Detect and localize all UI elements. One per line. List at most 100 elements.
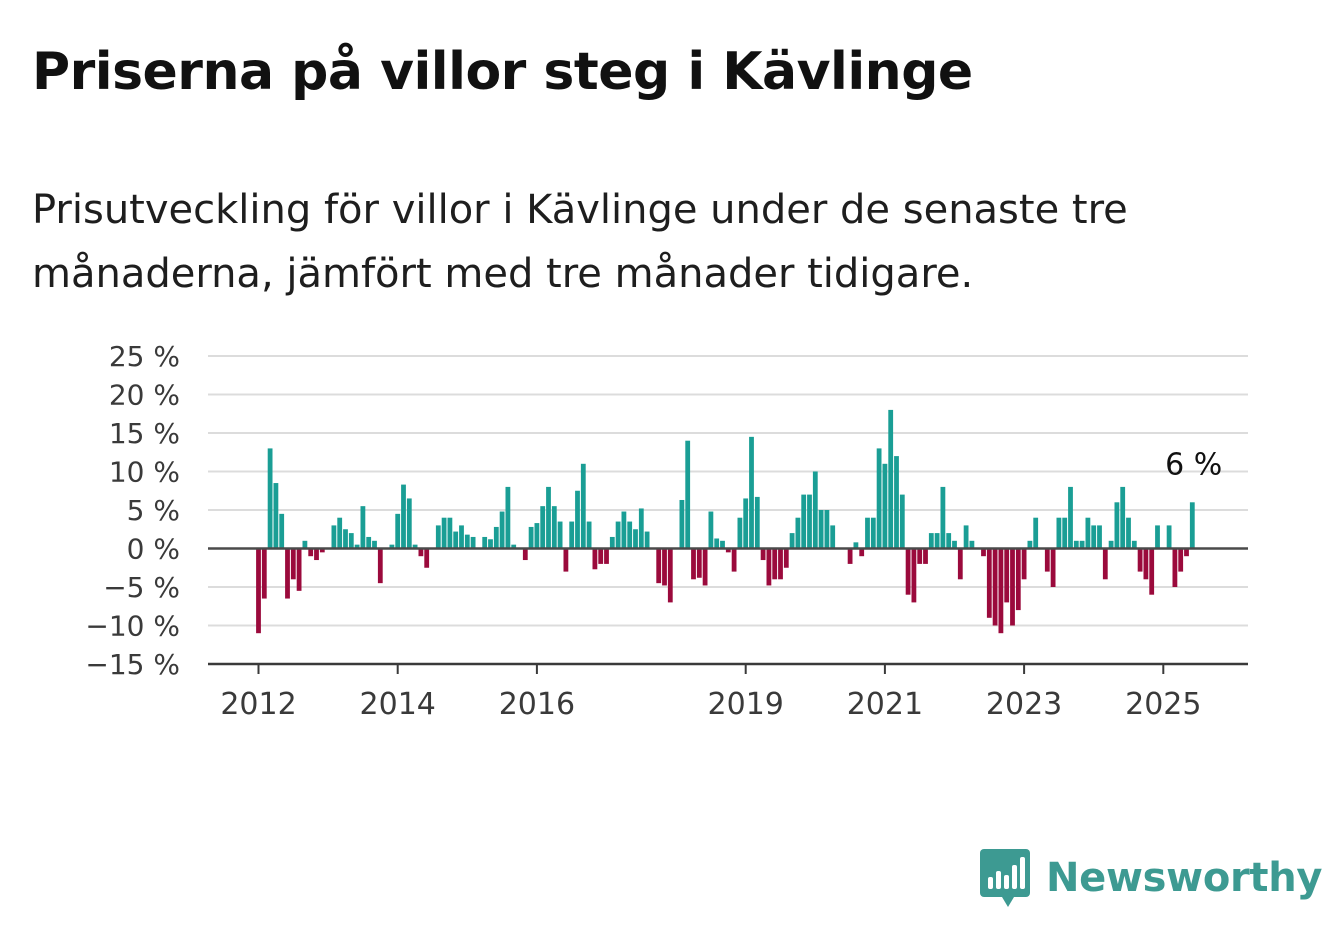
bar <box>261 548 267 599</box>
x-tick-label: 2021 <box>847 687 923 722</box>
bar <box>1108 540 1114 549</box>
bar <box>725 548 731 553</box>
bar <box>557 521 563 549</box>
bar <box>540 506 546 549</box>
bar <box>969 540 975 549</box>
bar <box>1062 517 1068 549</box>
y-tick-label: 0 % <box>127 533 180 566</box>
bar <box>708 511 714 549</box>
x-tick-label: 2025 <box>1125 687 1201 722</box>
bar <box>1114 502 1120 549</box>
bar <box>302 540 308 549</box>
bar <box>1172 548 1178 587</box>
bar <box>679 499 685 549</box>
y-tick-label: −15 % <box>85 648 180 681</box>
bar <box>795 517 801 549</box>
bar <box>273 483 279 549</box>
bar <box>766 548 772 586</box>
grid-lines <box>208 355 1248 627</box>
y-tick-label: −5 % <box>103 571 180 604</box>
bar <box>812 471 818 549</box>
bar <box>290 548 296 580</box>
bar <box>737 517 743 549</box>
page-subtitle: Prisutveckling för villor i Kävlinge und… <box>32 187 1128 297</box>
bar <box>853 542 859 549</box>
bar <box>435 525 441 549</box>
bars <box>256 409 1195 634</box>
bar <box>499 511 505 549</box>
x-tick-label: 2019 <box>708 687 784 722</box>
bar <box>1137 548 1143 572</box>
bar <box>1102 548 1108 580</box>
bar <box>343 529 348 549</box>
bar <box>569 521 575 549</box>
bar <box>702 548 708 586</box>
bar <box>824 510 830 549</box>
bar <box>267 448 273 549</box>
bar <box>789 533 795 549</box>
bar <box>1166 525 1172 549</box>
bar <box>453 531 459 549</box>
bar <box>656 548 662 584</box>
bar <box>894 456 899 549</box>
bar <box>952 540 957 549</box>
bar <box>1010 548 1015 626</box>
bar <box>488 539 493 549</box>
bar <box>598 548 604 564</box>
bar <box>749 436 754 549</box>
bar <box>1015 548 1021 611</box>
bar <box>714 538 720 549</box>
bar <box>1120 486 1126 549</box>
bar <box>1033 517 1039 549</box>
bar <box>464 534 470 549</box>
bar <box>992 548 998 626</box>
bar <box>876 448 882 549</box>
bar <box>940 486 946 549</box>
bar <box>406 498 412 549</box>
bar <box>957 548 963 580</box>
y-tick-label: 20 % <box>109 379 180 412</box>
bar <box>285 548 290 599</box>
bar <box>395 513 401 549</box>
bar <box>917 548 923 564</box>
bar <box>389 544 395 549</box>
bar <box>807 494 812 549</box>
bar <box>627 521 633 549</box>
bar <box>447 517 453 549</box>
bar <box>691 548 696 580</box>
bar <box>882 463 888 549</box>
bar <box>401 484 406 549</box>
x-tick-label: 2016 <box>499 687 575 722</box>
bar <box>1149 548 1155 595</box>
bar <box>1091 525 1097 549</box>
y-tick-label: 15 % <box>109 417 180 450</box>
last-value-label: 6 % <box>1165 447 1222 482</box>
bar <box>783 548 789 568</box>
y-tick-label: −10 % <box>85 610 180 643</box>
bar <box>354 544 360 549</box>
bar <box>934 533 940 549</box>
bar <box>1044 548 1050 572</box>
bar <box>667 548 673 603</box>
bar <box>830 525 836 549</box>
bar <box>928 533 934 549</box>
bar <box>575 490 580 549</box>
bar <box>1184 548 1189 557</box>
bar <box>1021 548 1027 580</box>
brand-name: Newsworthy <box>1046 855 1322 901</box>
bar <box>546 486 551 549</box>
page-title: Priserna på villor steg i Kävlinge <box>32 42 973 102</box>
newsworthy-logo-icon <box>980 849 1030 907</box>
bar <box>418 548 424 557</box>
bar <box>441 517 447 549</box>
bar <box>685 440 691 549</box>
bar <box>604 548 609 564</box>
bar <box>754 496 760 549</box>
bar <box>377 548 383 584</box>
bar <box>592 548 598 570</box>
bar <box>986 548 992 618</box>
x-tick-label: 2023 <box>986 687 1062 722</box>
bar <box>1068 486 1073 549</box>
bar <box>580 463 586 549</box>
bar <box>720 540 725 549</box>
